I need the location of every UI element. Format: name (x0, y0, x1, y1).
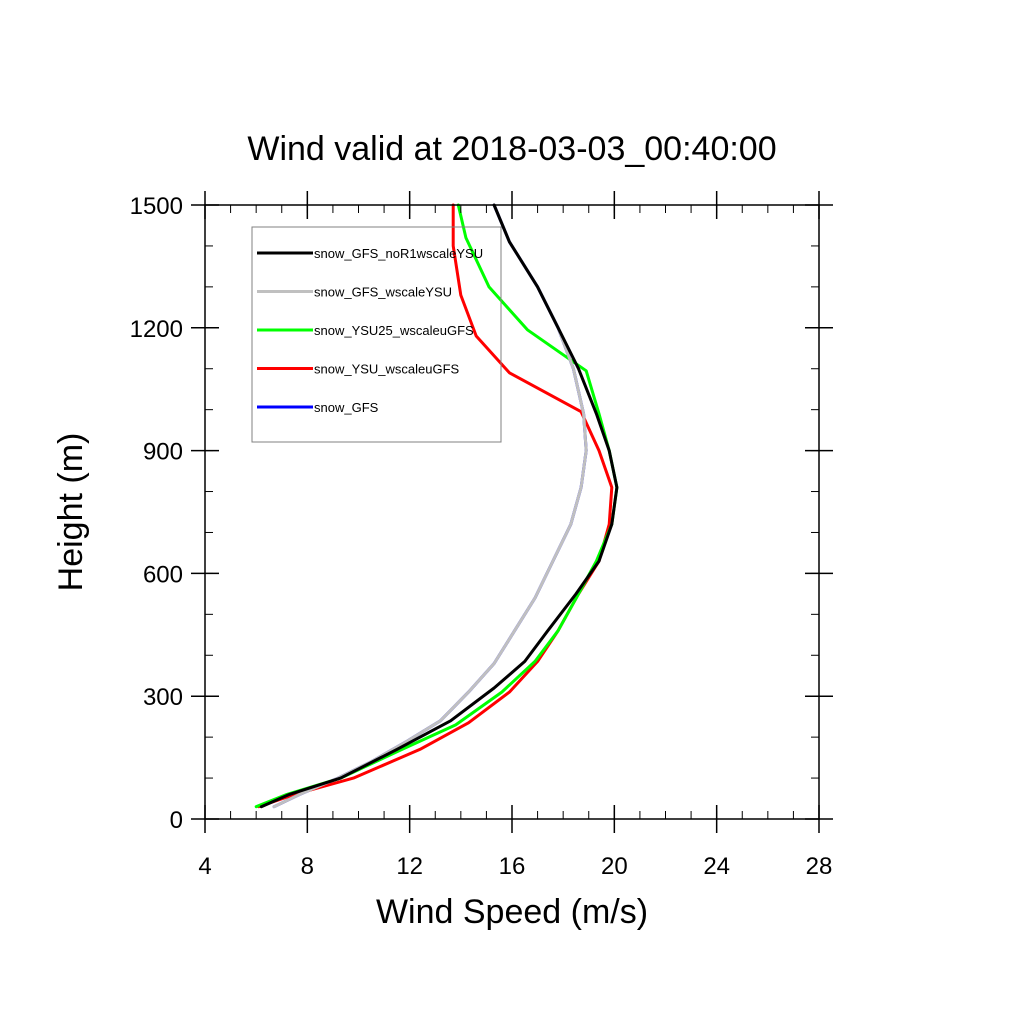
legend-label-1: snow_GFS_noR1wscaleYSU (314, 246, 483, 261)
legend-box (251, 226, 502, 443)
legend-label-5: snow_GFS (314, 400, 379, 415)
y-tick-label: 300 (143, 684, 183, 711)
series-line-3 (254, 203, 619, 809)
x-tick-label: 24 (703, 853, 730, 880)
series-layer (254, 203, 619, 809)
chart-title: Wind valid at 2018-03-03_00:40:00 (247, 130, 776, 168)
y-tick-label: 900 (143, 439, 183, 466)
y-tick-label: 600 (143, 561, 183, 588)
x-tick-label: 4 (198, 853, 211, 880)
legend-label-4: snow_YSU_wscaleuGFS (314, 362, 460, 377)
x-tick-label: 8 (301, 853, 314, 880)
y-tick-label: 1500 (130, 193, 183, 220)
axes: 4 8 12 16 20 24 28 0 300 600 900 1200 1500 (130, 191, 833, 880)
x-axis-label: Wind Speed (m/s) (376, 893, 648, 931)
x-tick-label: 20 (601, 853, 628, 880)
series-line-1 (259, 203, 619, 809)
x-tick-label: 12 (396, 853, 423, 880)
x-tick-label: 28 (806, 853, 833, 880)
y-tick-label: 0 (170, 807, 183, 834)
legend-label-3: snow_YSU25_wscaleuGFS (314, 323, 474, 338)
plot-frame (204, 204, 820, 820)
legend-label-2: snow_GFS_wscaleYSU (314, 285, 452, 300)
legend: snow_GFS_noR1wscaleYSU snow_GFS_wscaleYSU… (251, 226, 502, 443)
x-tick-label: 16 (499, 853, 526, 880)
y-tick-label: 1200 (130, 316, 183, 343)
y-axis-label: Height (m) (52, 433, 90, 592)
